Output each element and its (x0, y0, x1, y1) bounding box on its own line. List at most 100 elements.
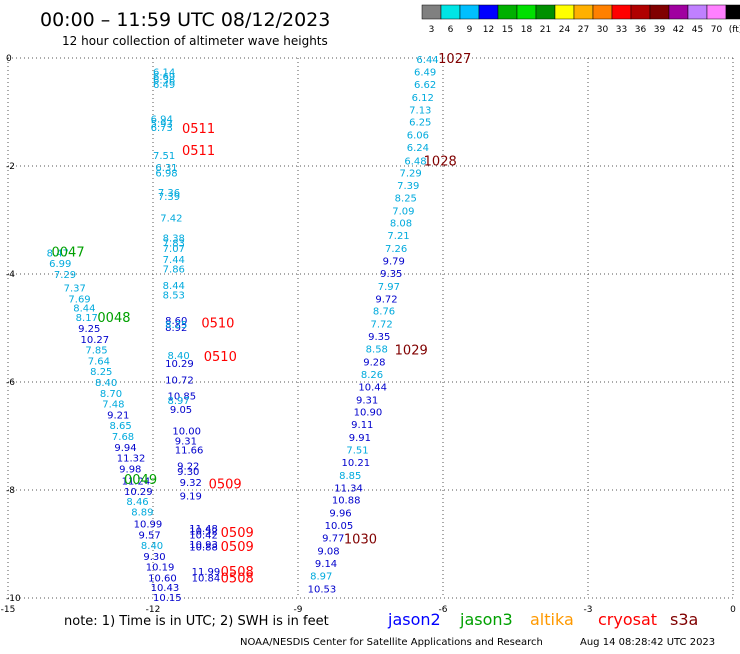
pass-number-label: 0508 (221, 565, 254, 580)
wave-height-value: 9.91 (349, 433, 371, 444)
wave-height-value: 6.73 (151, 123, 173, 134)
wave-height-value: 11.48 (189, 524, 218, 535)
wave-height-value: 11.34 (334, 483, 363, 494)
y-tick-label: -8 (6, 486, 15, 496)
wave-height-value: 10.42 (189, 530, 218, 541)
wave-height-value: 10.00 (172, 427, 201, 438)
color-swatch (478, 4, 499, 20)
wave-height-value: 6.12 (412, 93, 434, 104)
color-swatch (611, 4, 632, 20)
wave-height-value: 10.53 (308, 584, 337, 595)
chart-subtitle: 12 hour collection of altimeter wave hei… (62, 34, 328, 48)
pass-number-label: 0509 (209, 478, 242, 493)
pass-number-label: 1028 (424, 155, 457, 170)
pass-number-label: 0049 (124, 473, 157, 488)
pass-number-label: 0511 (182, 144, 215, 159)
wave-height-value: 8.26 (361, 370, 383, 381)
wave-height-value: 8.40 (95, 378, 117, 389)
wave-height-value: 6.25 (409, 118, 431, 129)
color-scale-label: (ft) (729, 25, 740, 35)
wave-height-value: 6.49 (153, 80, 175, 91)
wave-height-value: 9.30 (143, 552, 165, 563)
wave-height-value: 9.11 (351, 420, 373, 431)
pass-labels: 0511051105100510050905090509050805080047… (52, 52, 472, 586)
wave-height-value: 7.51 (346, 446, 368, 457)
wave-height-value: 9.25 (78, 324, 100, 335)
color-swatch (573, 4, 594, 20)
color-scale-label: 45 (692, 25, 703, 35)
color-scale-label: 21 (540, 25, 551, 35)
wave-height-value: 8.97 (168, 396, 190, 407)
wave-height-value: 8.97 (310, 571, 332, 582)
color-swatch (497, 4, 518, 20)
wave-height-value: 9.14 (315, 559, 337, 570)
x-tick-label: -9 (294, 605, 303, 615)
wave-height-value: 10.72 (165, 375, 194, 386)
wave-height-value: 8.08 (390, 219, 412, 230)
mission-legend: jason2 jason3 altika cryosat s3a (387, 610, 698, 629)
wave-height-value: 7.51 (153, 151, 175, 162)
wave-height-value: 11.32 (117, 454, 146, 465)
wave-height-value: 6.06 (407, 131, 429, 142)
wave-height-value: 10.29 (124, 487, 153, 498)
wave-height-value: 7.86 (163, 265, 185, 276)
wave-height-value: 8.25 (395, 193, 417, 204)
wave-height-value: 7.13 (409, 105, 431, 116)
wave-height-value: 10.15 (153, 593, 182, 604)
wave-height-value: 9.77 (322, 534, 344, 545)
wave-height-value: 9.94 (114, 443, 136, 454)
wave-height-value: 10.85 (168, 392, 197, 403)
color-swatch (649, 4, 670, 20)
mission-jason3: jason3 (459, 610, 513, 629)
footer-credit: NOAA/NESDIS Center for Satellite Applica… (240, 637, 543, 648)
wave-height-value: 8.92 (165, 323, 187, 334)
wave-height-value: 8.89 (131, 508, 153, 519)
wave-height-value: 7.29 (400, 168, 422, 179)
wave-height-value: 10.21 (342, 458, 371, 469)
color-swatch (706, 4, 727, 20)
plot-axes: -15 -12 -9 -6 -3 0 0 -2 -4 -6 -8 -10 (1, 54, 736, 615)
color-swatch (459, 4, 480, 20)
wave-height-value: 5.93 (151, 119, 173, 130)
wave-height-value: 7.68 (112, 432, 134, 443)
x-tick-label: -12 (146, 605, 161, 615)
wave-height-value: 7.37 (64, 284, 86, 295)
wave-height-value: 10.99 (134, 519, 163, 530)
wave-height-value: 10.60 (148, 573, 177, 584)
wave-height-value: 7.44 (163, 255, 185, 266)
wave-height-value: 9.21 (107, 410, 129, 421)
wave-height-value: 8.40 (168, 351, 190, 362)
wave-height-value: 8.70 (100, 389, 122, 400)
wave-height-value: 7.39 (158, 192, 180, 203)
x-tick-label: -6 (439, 605, 448, 615)
wave-height-value: 10.29 (165, 359, 194, 370)
wave-height-value: 9.35 (380, 269, 402, 280)
color-swatch (630, 4, 651, 20)
mission-s3a: s3a (670, 610, 698, 629)
wave-height-value: 6.24 (407, 143, 429, 154)
wave-height-value: 8.44 (163, 281, 185, 292)
wave-height-value: 7.21 (387, 231, 409, 242)
wave-height-value: 6.44 (416, 55, 438, 66)
wave-height-value: 10.27 (81, 335, 110, 346)
wave-height-value: 9.57 (139, 530, 161, 541)
wave-height-value: 9.05 (170, 405, 192, 416)
wave-height-value: 7.39 (397, 181, 419, 192)
wave-height-value: 10.93 (189, 540, 218, 551)
wave-height-value: 10.44 (358, 382, 387, 393)
footer-timestamp: Aug 14 08:28:42 UTC 2023 (580, 637, 715, 648)
pass-number-label: 0047 (52, 245, 85, 260)
wave-height-value: 8.85 (339, 471, 361, 482)
wave-height-value: 6.36 (153, 76, 175, 87)
color-scale-label: 9 (467, 25, 473, 35)
color-scale-label: 36 (635, 25, 647, 35)
data-points: 6.146.696.366.496.945.936.737.516.316.98… (47, 55, 439, 604)
y-tick-label: -10 (6, 594, 21, 604)
wave-height-value: 10.90 (354, 408, 383, 419)
pass-number-label: 0508 (221, 571, 254, 586)
color-swatch (440, 4, 461, 20)
wave-height-value: 9.22 (177, 462, 199, 473)
color-scale-label: 42 (673, 25, 684, 35)
